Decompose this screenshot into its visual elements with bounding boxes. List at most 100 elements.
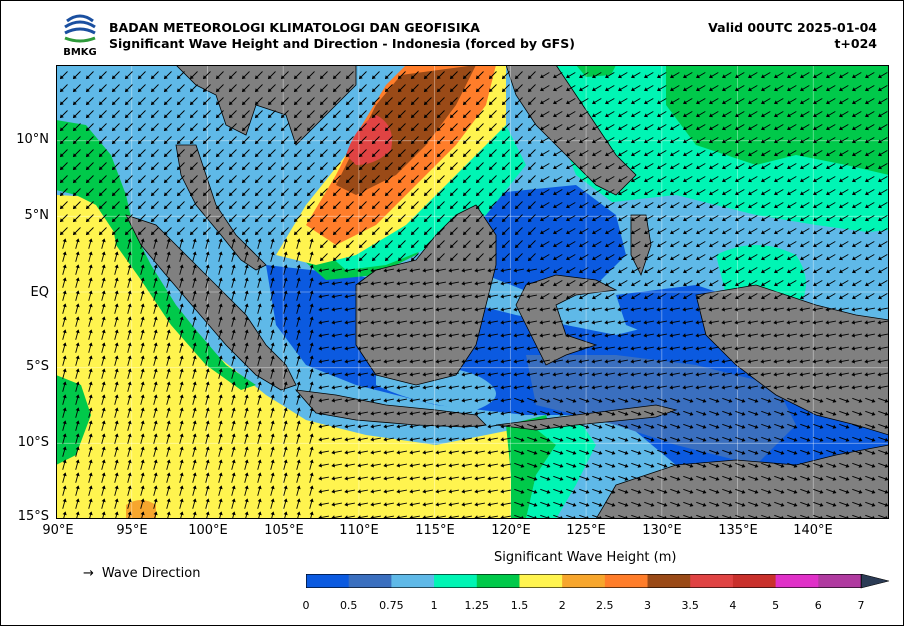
wave-arrow-head [721, 100, 727, 105]
wave-arrow-head [630, 307, 634, 312]
wave-arrow-head [85, 127, 90, 132]
wave-arrow-head [228, 179, 233, 184]
wave-arrow-head [72, 140, 77, 145]
wave-arrow-head [257, 264, 262, 269]
wave-arrow-head [218, 303, 223, 308]
wave-arrow-head [410, 205, 415, 210]
wave-arrow-head [695, 204, 701, 209]
wave-arrow-head [669, 178, 675, 183]
wave-arrow-head [539, 217, 545, 222]
wave-arrow-head [127, 485, 132, 490]
wave-arrow-head [838, 152, 844, 157]
wave-arrow-head [520, 502, 525, 507]
wave-arrow-head [488, 127, 493, 132]
wave-arrow-head [708, 295, 714, 300]
wave-arrow-head [708, 139, 714, 144]
wave-arrow-head [669, 113, 675, 118]
wave-arrow-head [591, 333, 595, 338]
wave-arrow-head [241, 218, 246, 223]
wave-arrow-head [488, 166, 493, 171]
wave-arrow-head [176, 114, 181, 119]
wave-arrow-head [436, 218, 441, 223]
wave-arrow-head [845, 437, 850, 442]
lon-label-135e: 135°E [718, 523, 758, 538]
wave-arrow-head [578, 333, 582, 338]
wave-arrow-head [585, 437, 590, 442]
wave-arrow-head [630, 139, 636, 144]
wave-arrow-head [267, 101, 272, 106]
wave-arrow-head [449, 205, 454, 210]
wave-arrow-head [591, 230, 597, 235]
wave-arrow-head [72, 166, 77, 171]
wave-arrow-head [838, 100, 844, 105]
wave-arrow-head [793, 489, 798, 494]
wave-arrow-head [825, 74, 831, 79]
wave-arrow-head [546, 476, 551, 481]
wave-arrow-head [747, 256, 753, 261]
wave-arrow-head [150, 127, 155, 132]
wave-arrow-head [565, 333, 569, 338]
wave-arrow-head [747, 74, 753, 79]
wave-arrow-head [825, 256, 831, 261]
wave-arrow-head [85, 166, 90, 171]
wave-arrow-head [734, 191, 740, 196]
wave-arrow-head [357, 411, 361, 416]
wave-arrow-head [812, 113, 818, 118]
wave-arrow-head [283, 290, 288, 295]
wave-arrow-head [192, 290, 197, 295]
wave-arrow-head [331, 333, 335, 338]
wave-arrow-head [62, 381, 67, 386]
wave-arrow-head [578, 243, 584, 248]
wave-arrow-head [296, 264, 301, 269]
wave-arrow-head [153, 511, 158, 516]
wave-arrow-head [734, 320, 738, 325]
wave-arrow-head [166, 303, 171, 308]
wave-arrow-head [585, 450, 590, 455]
wave-arrow-head [500, 268, 504, 273]
wave-arrow-head [111, 218, 116, 223]
wave-arrow-head [409, 463, 413, 468]
wave-arrow-head [546, 398, 551, 403]
wave-arrow-head [721, 269, 727, 274]
wave-arrow-head [825, 385, 829, 390]
wave-arrow-head [153, 485, 158, 490]
wave-arrow-head [475, 218, 480, 223]
wave-arrow-head [552, 126, 558, 131]
wave-arrow-head [318, 268, 322, 273]
wave-arrow-head [85, 88, 90, 93]
wave-arrow-head [296, 316, 301, 321]
wave-arrow-head [124, 88, 129, 93]
wave-arrow-head [474, 385, 478, 390]
wave-arrow-head [488, 218, 493, 223]
wave-arrow-head [871, 476, 876, 481]
wave-arrow-head [409, 398, 413, 403]
wave-arrow-head [111, 153, 116, 158]
wave-arrow-head [799, 359, 803, 364]
wave-arrow-head [812, 139, 818, 144]
wave-arrow-head [436, 75, 441, 80]
wave-arrow-head [624, 437, 629, 442]
wave-arrow-head [799, 139, 805, 144]
wave-arrow-head [331, 268, 335, 273]
wave-arrow-head [708, 100, 714, 105]
wave-arrow-head [591, 295, 597, 300]
wave-arrow-head [682, 100, 688, 105]
wave-arrow-head [819, 502, 824, 507]
wave-arrow-head [88, 472, 93, 477]
wave-arrow-head [669, 74, 675, 79]
wave-arrow-head [591, 113, 597, 118]
wave-arrow-head [231, 264, 236, 269]
wave-arrow-head [140, 277, 145, 282]
wave-arrow-head [114, 459, 119, 464]
wave-arrow-head [461, 346, 465, 351]
wave-arrow-head [754, 450, 759, 455]
wave-arrow-head [59, 101, 64, 106]
wave-arrow-head [552, 372, 556, 377]
wave-arrow-head [257, 329, 262, 334]
wave-arrow-head [539, 269, 545, 274]
wave-arrow-head [500, 489, 504, 494]
wave-arrow-head [75, 316, 80, 321]
wave-arrow-head [179, 316, 184, 321]
wave-arrow-head [591, 191, 597, 196]
